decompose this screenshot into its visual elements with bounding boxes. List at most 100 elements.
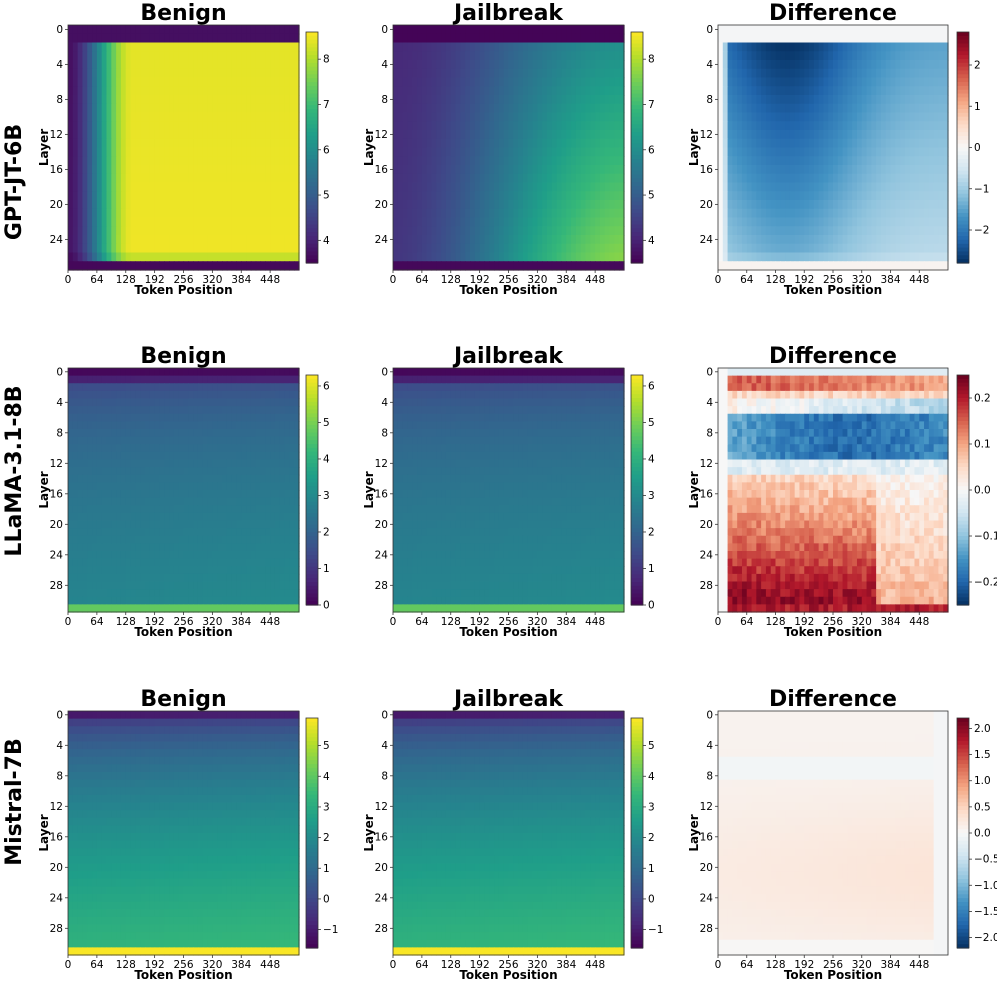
heatmap-cell (880, 112, 887, 122)
heatmap-cell (111, 252, 117, 262)
heatmap-cell (847, 191, 853, 201)
heatmap-cell (68, 467, 74, 476)
heatmap-cell (188, 217, 194, 227)
heatmap-cell (837, 235, 844, 245)
heatmap-cell (933, 77, 940, 87)
heatmap-cell (426, 147, 433, 157)
heatmap-cell (818, 112, 825, 122)
heatmap-cell (861, 243, 868, 254)
heatmap-cell (412, 261, 418, 271)
heatmap-cell (547, 173, 553, 184)
heatmap-cell (847, 208, 853, 219)
heatmap-cell (207, 243, 213, 254)
heatmap-cell (919, 86, 925, 96)
heatmap-cell (465, 42, 471, 52)
heatmap-cell (445, 112, 452, 122)
heatmap-cell (885, 103, 892, 114)
heatmap-cell (284, 191, 290, 201)
heatmap-cell (111, 398, 117, 407)
heatmap-cell (270, 42, 276, 52)
heatmap-cell (274, 173, 281, 184)
heatmap-cell (101, 165, 108, 175)
heatmap-cell (130, 77, 136, 87)
heatmap-cell (241, 33, 247, 44)
heatmap-cell (445, 121, 452, 131)
heatmap-cell (924, 156, 930, 166)
heatmap-cell (933, 252, 940, 262)
colorbar-step (306, 51, 318, 56)
heatmap-cell (226, 165, 233, 175)
heatmap-cell (789, 68, 796, 79)
heatmap-cell (813, 173, 820, 184)
heatmap-cell (904, 51, 911, 61)
heatmap-cell (246, 368, 252, 377)
heatmap-cell (96, 138, 103, 149)
heatmap-cell (741, 182, 748, 192)
heatmap-cell (741, 235, 748, 245)
heatmap-cell (727, 86, 733, 96)
heatmap-cell (833, 243, 839, 254)
heatmap-cell (527, 68, 534, 79)
heatmap-cell (837, 86, 844, 96)
heatmap-cell (871, 156, 877, 166)
heatmap-cell (909, 208, 916, 219)
colorbar-step (631, 135, 643, 141)
heatmap-cell (619, 243, 625, 254)
heatmap-cell (197, 173, 204, 184)
heatmap-cell (732, 261, 738, 271)
y-axis-label: Layer (687, 129, 701, 166)
heatmap-cell (178, 112, 185, 122)
heatmap-cell (77, 217, 84, 227)
heatmap-cell (595, 68, 601, 79)
heatmap-cell (595, 243, 601, 254)
heatmap-cell (450, 235, 457, 245)
heatmap-cell (761, 51, 767, 61)
heatmap-cell (270, 156, 276, 166)
heatmap-cell (436, 77, 442, 87)
heatmap-cell (402, 25, 409, 35)
heatmap-cell (96, 429, 103, 438)
heatmap-cell (765, 95, 772, 105)
heatmap-cell (96, 156, 103, 166)
heatmap-cell (479, 182, 486, 192)
heatmap-cell (537, 173, 543, 184)
colorbar-step (957, 174, 969, 179)
heatmap-cell (445, 217, 452, 227)
heatmap-cell (226, 77, 233, 87)
heatmap-cell (217, 406, 223, 415)
heatmap-cell (202, 191, 209, 201)
heatmap-cell (294, 130, 300, 140)
heatmap-cell (279, 200, 286, 210)
heatmap-cell (551, 200, 558, 210)
heatmap-cell (761, 165, 767, 175)
heatmap-cell (250, 459, 257, 468)
heatmap-cell (789, 243, 796, 254)
heatmap-cell (431, 103, 437, 114)
heatmap-cell (178, 383, 185, 392)
heatmap-cell (804, 25, 810, 35)
heatmap-cell (489, 156, 495, 166)
heatmap-cell (164, 368, 170, 377)
heatmap-cell (106, 103, 112, 114)
heatmap-cell (595, 208, 601, 219)
colorbar-step (957, 132, 969, 137)
heatmap-cell (532, 226, 538, 236)
heatmap-cell (789, 173, 796, 184)
heatmap-cell (164, 243, 170, 254)
heatmap-cell (852, 217, 858, 227)
heatmap-cell (255, 226, 262, 236)
heatmap-cell (92, 436, 98, 445)
heatmap-cell (537, 208, 543, 219)
heatmap-cell (928, 165, 935, 175)
heatmap-cell (92, 138, 98, 149)
heatmap-cell (900, 165, 906, 175)
heatmap-cell (279, 368, 286, 377)
heatmap-cell (895, 103, 901, 114)
heatmap-cell (164, 261, 170, 271)
heatmap-cell (154, 217, 161, 227)
heatmap-cell (842, 68, 848, 79)
heatmap-cell (938, 208, 944, 219)
heatmap-cell (765, 138, 772, 149)
heatmap-cell (571, 226, 577, 236)
heatmap-cell (852, 112, 858, 122)
